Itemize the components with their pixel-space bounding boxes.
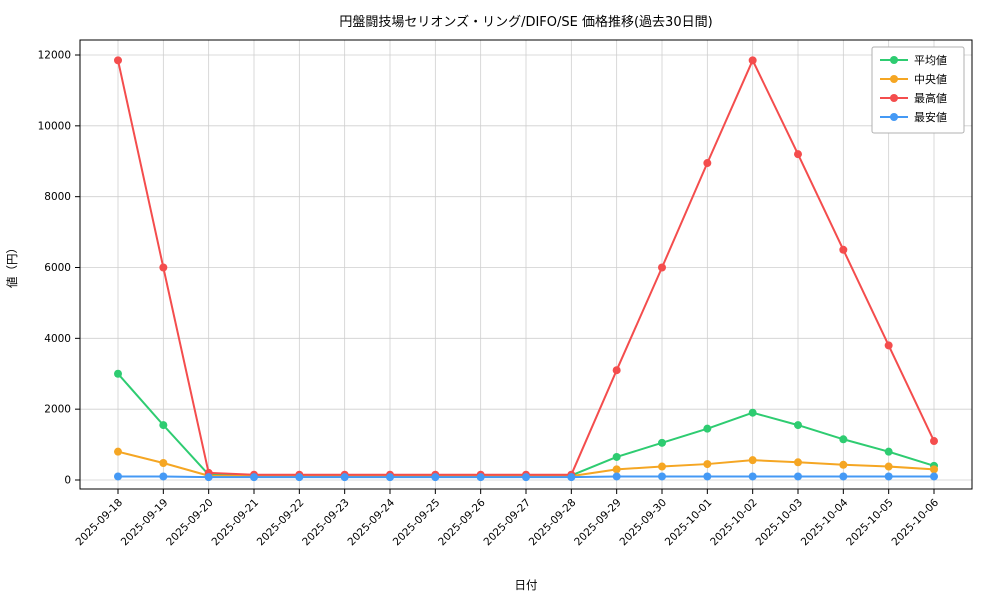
x-tick-label: 2025-09-30 (617, 497, 669, 549)
legend-marker (890, 56, 898, 64)
series-marker (114, 472, 122, 481)
series-marker (612, 452, 621, 461)
x-tick-label: 2025-09-24 (345, 496, 397, 548)
series-marker (658, 438, 666, 447)
series-marker (839, 435, 848, 444)
series-marker (114, 447, 122, 456)
series-marker (340, 473, 349, 482)
series-marker (612, 366, 621, 375)
x-tick-label: 2025-09-21 (209, 497, 261, 549)
series-marker (703, 159, 712, 168)
series-marker (612, 465, 621, 474)
series-marker (930, 465, 938, 474)
y-tick-label: 8000 (44, 191, 71, 203)
series-marker (748, 408, 757, 417)
legend-marker (890, 94, 898, 102)
series-marker (658, 472, 666, 481)
series-marker (794, 472, 802, 481)
series-marker (930, 437, 938, 446)
series-marker (884, 462, 893, 471)
legend-marker (890, 75, 898, 83)
series-marker (703, 424, 712, 433)
x-tick-label: 2025-10-04 (799, 496, 851, 548)
x-tick-label: 2025-09-28 (527, 497, 579, 549)
series-marker (658, 263, 666, 272)
chart-title: 円盤闘技場セリオンズ・リング/DIFO/SE 価格推移(過去30日間) (339, 14, 712, 30)
series-marker (159, 263, 168, 272)
series-marker (250, 473, 258, 482)
series-marker (748, 472, 757, 481)
y-tick-label: 4000 (44, 333, 71, 345)
series-marker (839, 245, 848, 254)
legend-label: 最高値 (914, 91, 947, 105)
series-marker (114, 56, 122, 65)
series-marker (839, 460, 848, 469)
series-marker (386, 473, 394, 482)
legend-label: 平均値 (914, 54, 947, 67)
x-tick-label: 2025-09-22 (255, 497, 307, 549)
legend-box (871, 46, 965, 134)
x-tick-label: 2025-09-29 (572, 497, 624, 549)
y-tick-label: 2000 (44, 404, 71, 416)
x-tick-label: 2025-10-02 (708, 497, 760, 549)
series-marker (703, 460, 712, 469)
series-marker (794, 458, 802, 467)
series-marker (567, 473, 576, 482)
y-tick-label: 10000 (38, 120, 71, 132)
series-marker (884, 447, 893, 456)
legend-label: 最安値 (914, 110, 947, 124)
x-tick-label: 2025-10-01 (663, 497, 715, 549)
series-marker (204, 473, 213, 482)
x-tick-label: 2025-10-05 (844, 497, 896, 549)
plot-area: 0200040006000800010000120002025-09-18202… (38, 39, 973, 549)
series-marker (794, 421, 802, 430)
series-marker (748, 56, 757, 65)
x-tick-label: 2025-09-20 (164, 497, 216, 549)
series-marker (612, 472, 621, 481)
y-tick-label: 12000 (38, 50, 71, 62)
x-tick-label: 2025-09-18 (73, 497, 125, 549)
x-tick-label: 2025-09-25 (391, 497, 443, 549)
series-marker (476, 473, 485, 482)
series-marker (159, 472, 168, 481)
series-marker (295, 473, 304, 482)
series-marker (930, 472, 938, 481)
legend-marker (890, 113, 898, 121)
series-marker (159, 459, 168, 467)
x-tick-label: 2025-10-03 (753, 497, 805, 549)
series-marker (522, 473, 530, 482)
x-tick-label: 2025-10-06 (889, 496, 941, 548)
series-marker (703, 472, 712, 481)
legend-label: 中央値 (914, 73, 947, 86)
series-marker (884, 472, 893, 481)
x-axis-label: 日付 (515, 578, 538, 592)
y-axis-label: 値（円） (5, 242, 19, 288)
series-marker (431, 473, 440, 482)
x-tick-label: 2025-09-23 (300, 497, 352, 549)
series-marker (794, 150, 802, 159)
y-tick-label: 0 (64, 475, 71, 487)
x-tick-label: 2025-09-27 (481, 497, 533, 549)
series-marker (884, 341, 893, 350)
series-marker (114, 369, 122, 378)
series-marker (748, 456, 757, 465)
x-tick-label: 2025-09-26 (436, 496, 488, 548)
series-marker (658, 462, 666, 471)
y-tick-label: 6000 (44, 262, 71, 274)
x-tick-label: 2025-09-19 (119, 497, 171, 549)
series-marker (839, 472, 848, 481)
series-marker (159, 421, 168, 430)
